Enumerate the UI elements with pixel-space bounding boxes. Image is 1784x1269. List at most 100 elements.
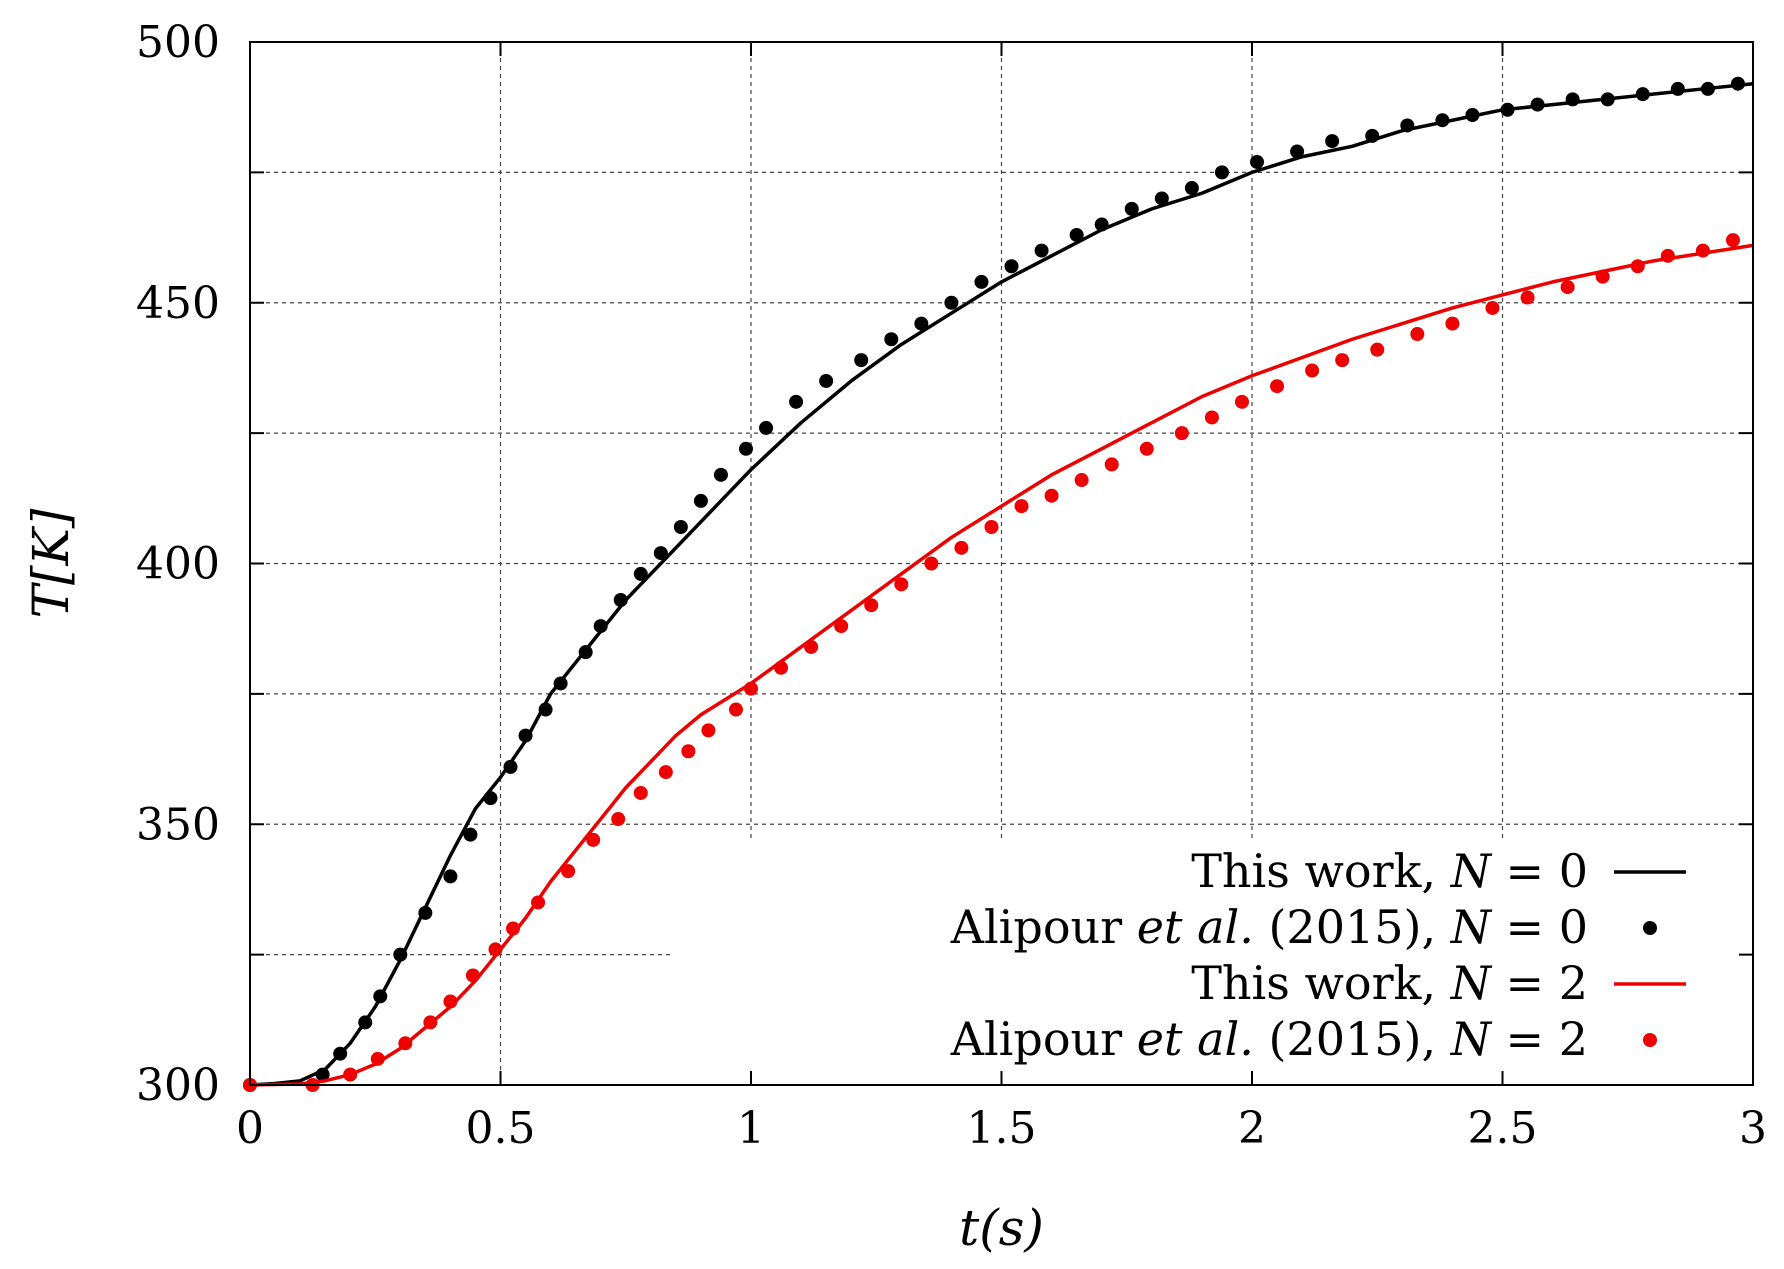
series-1-point [633, 566, 648, 581]
legend-symbol-3 [1643, 1033, 1657, 1047]
x-tick-label: 0 [236, 1103, 264, 1154]
series-1-point [738, 441, 753, 456]
y-tick-label: 400 [136, 539, 220, 590]
series-1-point [974, 274, 989, 289]
legend-text-part: = 2 [1491, 956, 1588, 1010]
series-1-point [1325, 134, 1340, 149]
legend-label-2: This work, N = 2 [1191, 956, 1588, 1010]
series-3-point [894, 577, 909, 592]
legend-text-part: This work, [1191, 956, 1450, 1010]
series-3-point [1725, 233, 1740, 248]
series-3-point [488, 942, 503, 957]
series-1-point [1094, 217, 1109, 232]
series-1-point [1250, 154, 1265, 169]
series-3-point [1104, 457, 1119, 472]
series-1-point [1184, 181, 1199, 196]
series-1-point [1214, 165, 1229, 180]
series-3-point [658, 765, 673, 780]
legend-text-part: N [1450, 844, 1493, 898]
x-tick-label: 1.5 [967, 1103, 1037, 1154]
series-1-point [1290, 144, 1305, 159]
legend-text-part: This work, [1191, 844, 1450, 898]
series-3-point [744, 681, 758, 696]
series-3-point [1270, 379, 1285, 394]
legend-text-part: (2015), [1254, 900, 1451, 954]
legend-label-0: This work, N = 0 [1191, 844, 1588, 898]
series-3-point [1139, 441, 1154, 456]
legend-text-part: et al. [1137, 900, 1254, 954]
series-3-point [343, 1067, 358, 1082]
series-3-point [586, 832, 601, 847]
series-3-point [1595, 269, 1610, 284]
series-3-point [1204, 410, 1219, 425]
x-tick-label: 2.5 [1468, 1103, 1538, 1154]
series-line-0 [249, 81, 1754, 1087]
legend-text-part: N [1450, 956, 1493, 1010]
series-1-point [1069, 227, 1084, 242]
legend-text-part: = 0 [1491, 844, 1588, 898]
series-3-point [1305, 363, 1320, 378]
series-3-point [1695, 243, 1710, 258]
y-tick-label: 350 [136, 799, 220, 850]
series-1-point [1635, 87, 1650, 102]
series-1-point [1700, 81, 1715, 96]
series-1-point [463, 827, 478, 842]
legend-text-part: N [1450, 900, 1493, 954]
series-3-point [1520, 290, 1535, 305]
series-3-point [701, 723, 716, 738]
series-3-point [531, 895, 546, 910]
x-tick-label: 1 [737, 1103, 765, 1154]
series-1-point [1465, 108, 1480, 123]
series-1-point [1124, 201, 1139, 216]
series-1-point [1365, 128, 1380, 143]
series-3-point [681, 744, 696, 759]
series-1-point [358, 1015, 373, 1030]
legend-text-part: Alipour [950, 1012, 1137, 1066]
legend-text-part: N [1450, 1012, 1493, 1066]
series-3-point [728, 702, 743, 717]
series-1-point [789, 394, 804, 409]
axis-ticks: 0 0.5 1 1.5 2 2.5 3 300 350 400 450 500 [136, 17, 1767, 1154]
series-3-point [1234, 394, 1249, 409]
legend-text-part: = 2 [1491, 1012, 1588, 1066]
series-1-point [1600, 92, 1615, 107]
y-tick-label: 450 [136, 278, 220, 329]
series-3-point [1485, 300, 1500, 315]
y-tick-label: 500 [136, 17, 220, 68]
series-1-point [884, 332, 899, 347]
series-3-point [465, 968, 480, 983]
series-1-point [1435, 113, 1450, 128]
series-1-point [914, 316, 929, 331]
series-3-point [924, 556, 939, 571]
series-3-point [864, 598, 879, 613]
series-3-point [1370, 342, 1385, 357]
series-3-point [1560, 280, 1575, 295]
series-3-point [423, 1015, 438, 1030]
series-1-point [1400, 118, 1415, 133]
legend: This work, N = 0 Alipour et al. (2015), N… [950, 844, 1686, 1066]
series-1-point [503, 759, 518, 774]
grid [250, 42, 1753, 1085]
series-3-point [1630, 259, 1645, 274]
series-3-point [506, 921, 521, 936]
series-1-point [854, 353, 869, 368]
series-line-2 [249, 243, 1754, 1087]
x-tick-label: 2 [1238, 1103, 1266, 1154]
series-3-point [1044, 488, 1059, 503]
series-1-point [1154, 191, 1169, 206]
legend-label-3: Alipour et al. (2015), N = 2 [950, 1012, 1588, 1066]
series-3-point [633, 785, 648, 800]
series-1-point [443, 869, 458, 884]
legend-text-part: Alipour [950, 900, 1137, 954]
series-3-point [1074, 473, 1089, 488]
series-3-point [804, 639, 819, 654]
series-1-point [713, 467, 728, 482]
series-1-point [483, 791, 498, 806]
series-1-point [333, 1046, 348, 1061]
series-3-point [398, 1036, 413, 1051]
series-1-point [1004, 259, 1019, 274]
series-3-point [834, 619, 849, 634]
series-3-point [561, 864, 576, 879]
